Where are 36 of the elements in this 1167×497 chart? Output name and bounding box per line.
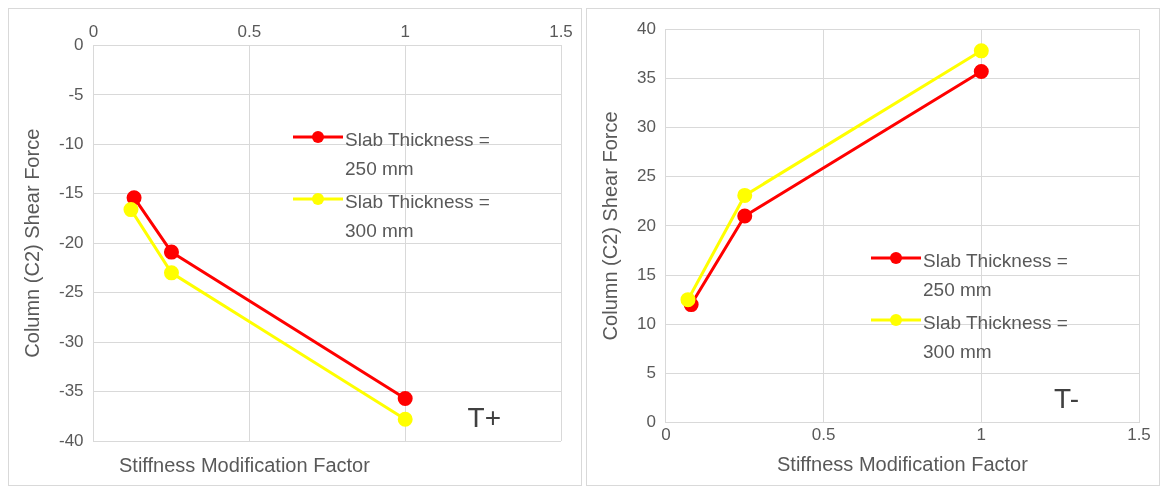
y-axis-title: Column (C2) Shear Force <box>20 128 43 358</box>
y-tick-label: 0 <box>646 412 656 432</box>
y-tick-label: -20 <box>58 232 84 252</box>
y-tick-label: -10 <box>58 133 84 153</box>
legend-label: Slab Thickness = 300 mm <box>923 310 1069 364</box>
y-tick-label: -40 <box>58 430 84 450</box>
x-tick-label: 0 <box>661 425 671 445</box>
y-tick-label: 15 <box>636 264 656 284</box>
x-tick-label: 1 <box>400 21 410 41</box>
y-tick-label: 25 <box>636 166 656 186</box>
y-tick-label: 10 <box>636 313 656 333</box>
y-axis-title: Column (C2) Shear Force <box>598 111 621 341</box>
x-tick-label: 1.5 <box>549 21 573 41</box>
annotation: T+ <box>467 401 501 433</box>
y-tick-label: 30 <box>636 117 656 137</box>
y-tick-label: -25 <box>58 282 84 302</box>
x-tick-label: 1 <box>976 425 987 445</box>
x-axis-title: Stiffness Modification Factor <box>777 452 1029 475</box>
y-tick-label: -30 <box>58 331 84 351</box>
x-tick-label: 0 <box>88 21 99 41</box>
y-tick-label: 40 <box>636 18 656 38</box>
y-tick-label: -35 <box>58 381 84 401</box>
y-tick-label: 5 <box>646 363 656 383</box>
y-tick-label: 0 <box>74 35 84 55</box>
legend-label: Slab Thickness = 250 mm <box>345 127 491 181</box>
legend-label: Slab Thickness = 300 mm <box>345 189 491 243</box>
x-axis-title: Stiffness Modification Factor <box>119 454 370 477</box>
y-tick-label: 20 <box>636 215 656 235</box>
y-tick-label: -5 <box>68 84 84 104</box>
y-tick-label: -15 <box>58 183 84 203</box>
annotation: T- <box>1054 383 1079 415</box>
y-tick-label: 35 <box>636 68 656 88</box>
x-tick-label: 0.5 <box>811 425 836 445</box>
legend-label: Slab Thickness = 250 mm <box>923 248 1069 302</box>
x-tick-label: 1.5 <box>1127 425 1151 445</box>
x-tick-label: 0.5 <box>237 21 262 41</box>
